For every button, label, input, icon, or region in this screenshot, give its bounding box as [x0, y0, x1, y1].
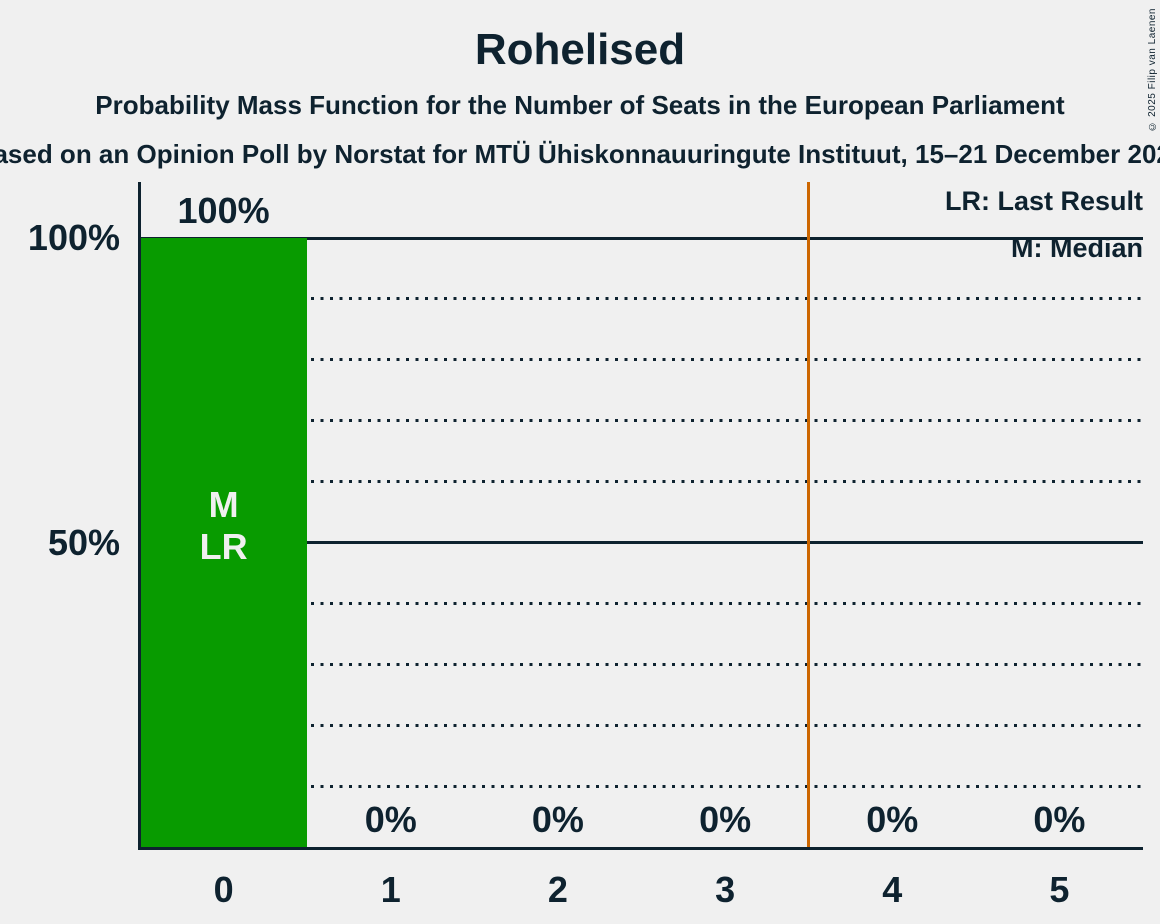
bar-marker-text: M — [208, 484, 239, 525]
copyright-notice: © 2025 Filip van Laenen — [1147, 8, 1158, 132]
gridline-dotted — [140, 784, 1143, 788]
bar-marker-text: LR — [199, 526, 248, 567]
x-tick-label: 3 — [715, 869, 736, 910]
gridline-solid — [140, 236, 1143, 240]
legend-median: M: Median — [1011, 233, 1143, 263]
x-tick-label: 5 — [1049, 869, 1070, 910]
reference-line — [807, 182, 811, 847]
gridline-dotted — [140, 601, 1143, 605]
gridline-dotted — [140, 358, 1143, 362]
chart-subtitle: Probability Mass Function for the Number… — [95, 90, 1065, 120]
gridline-dotted — [140, 480, 1143, 484]
bar-value-label: 0% — [1033, 799, 1086, 840]
plot-area: M LR 100% 0% 0% 0% 0% 0% — [140, 182, 1143, 847]
chart-title: Rohelised — [474, 25, 686, 74]
poll-source-line: Based on an Opinion Poll by Norstat for … — [0, 139, 1160, 169]
x-tick-label: 0 — [213, 869, 234, 910]
legend-last-result: LR: Last Result — [944, 186, 1143, 216]
bar-value-label: 0% — [531, 799, 584, 840]
gridline-solid — [140, 541, 1143, 544]
x-tick-label: 1 — [380, 869, 401, 910]
y-axis-label: 100% — [27, 217, 120, 258]
x-ticks: 0 1 2 3 4 5 — [140, 869, 1143, 911]
bar-value-label: 0% — [866, 799, 919, 840]
gridline-dotted — [140, 723, 1143, 727]
bar: M LR — [140, 238, 308, 847]
bar-value-label: 100% — [177, 190, 270, 231]
bar-value-label: 0% — [364, 799, 417, 840]
bar-marker-labels: M LR — [140, 484, 307, 568]
bar-value-label: 0% — [699, 799, 752, 840]
gridline-dotted — [140, 297, 1143, 301]
x-tick-label: 4 — [882, 869, 903, 910]
gridline-dotted — [140, 662, 1143, 666]
y-axis-label: 50% — [47, 521, 120, 563]
y-axis-line — [138, 182, 141, 850]
x-axis-line — [138, 847, 1143, 850]
poll-source-text: Based on an Opinion Poll by Norstat for … — [0, 139, 1160, 169]
gridline-dotted — [140, 419, 1143, 423]
x-tick-label: 2 — [547, 869, 568, 910]
